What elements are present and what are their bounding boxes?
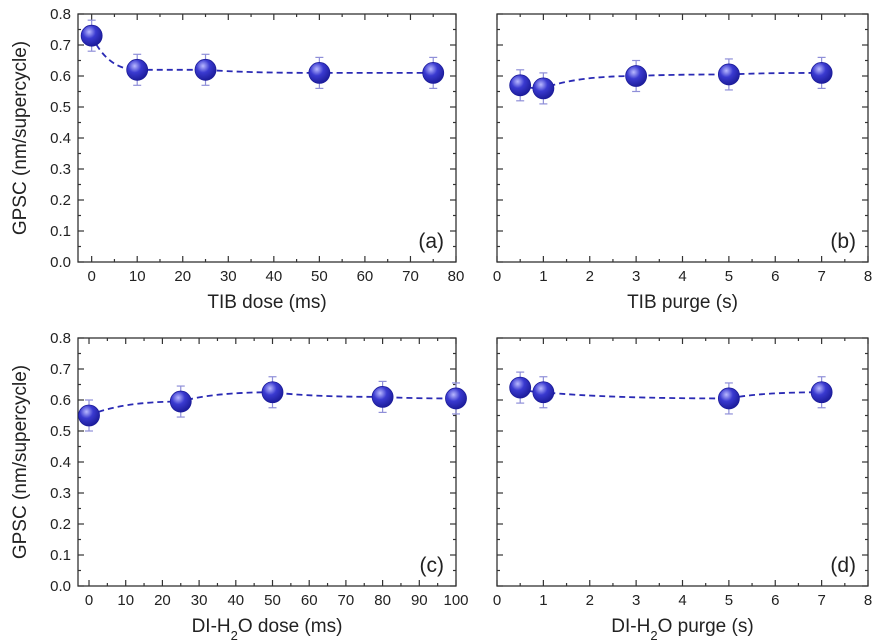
panel-a: 0 10 20 30 40 50 60 70 80 0.0 0.1 0.2 0.3 0.4 0.5 0.6 0.… — [10, 6, 464, 313]
x-tick-label: 0 — [493, 268, 501, 285]
x-tick-label: 0 — [87, 268, 95, 285]
fit-line — [519, 386, 822, 400]
y-tick-label: 0.7 — [50, 361, 71, 378]
x-tick-label: 90 — [411, 592, 428, 609]
y-tick-label: 0.0 — [50, 578, 71, 595]
x-tick-label: 40 — [227, 592, 244, 609]
data-point — [625, 65, 648, 87]
data-point — [509, 74, 532, 97]
x-tick-label: 6 — [771, 592, 779, 609]
x-axis-title: DI-H2O purge (s) — [611, 616, 753, 643]
data-point — [169, 390, 192, 413]
plot-frame — [496, 337, 869, 587]
y-tick-label: 0.6 — [50, 68, 71, 85]
x-axis-title: TIB dose (ms) — [207, 292, 326, 313]
y-tick-label: 0.4 — [50, 454, 71, 471]
x-tick-label: 100 — [443, 592, 468, 609]
x-tick-label: 50 — [311, 268, 328, 285]
x-tick-label: 1 — [539, 268, 547, 285]
data-point — [194, 58, 217, 81]
y-axis-title: GPSC (nm/supercycle) — [10, 365, 31, 559]
panel-label: (d) — [830, 554, 856, 577]
data-point — [80, 24, 103, 47]
x-tick-label: 6 — [771, 268, 779, 285]
x-tick-label: 40 — [265, 268, 282, 285]
x-tick-label: 4 — [678, 268, 686, 285]
x-tick-label: 70 — [402, 268, 419, 285]
data-point — [422, 62, 445, 84]
x-tick-label: 60 — [357, 268, 374, 285]
x-tick-label: 30 — [191, 592, 208, 609]
x-tick-label: 70 — [338, 592, 355, 609]
x-tick-label: 3 — [632, 592, 640, 609]
panel-c: 0 10 20 30 40 50 60 70 80 90 100 0.0 0.1 0.2 0.3 0.4 0.5… — [10, 330, 469, 643]
x-tick-label: 10 — [117, 592, 134, 609]
data-point — [532, 381, 555, 404]
y-tick-label: 0.8 — [50, 6, 71, 23]
y-tick-label: 0.5 — [50, 99, 71, 116]
panel-d: 0 1 2 3 4 5 6 7 8 DI-H2O purge (s) (d) — [493, 337, 872, 643]
plot-frame — [496, 13, 869, 263]
x-axis-title: TIB purge (s) — [627, 292, 738, 313]
plot-frame — [77, 13, 457, 263]
x-tick-label: 0 — [493, 592, 501, 609]
x-tick-label: 7 — [817, 592, 825, 609]
x-tick-label: 20 — [174, 268, 191, 285]
x-tick-label: 20 — [154, 592, 171, 609]
y-tick-label: 0.0 — [50, 254, 71, 271]
data-point — [810, 381, 833, 404]
fit-line — [519, 72, 822, 90]
data-point — [308, 62, 331, 84]
x-tick-label: 30 — [220, 268, 237, 285]
x-tick-label: 60 — [301, 592, 318, 609]
y-tick-label: 0.4 — [50, 130, 71, 147]
y-tick-label: 0.8 — [50, 330, 71, 347]
plot-frame — [77, 337, 457, 587]
y-tick-label: 0.1 — [50, 547, 71, 564]
data-point — [532, 77, 555, 100]
x-tick-label: 3 — [632, 268, 640, 285]
data-point — [810, 62, 833, 84]
x-tick-label: 80 — [448, 268, 465, 285]
x-tick-label: 10 — [129, 268, 146, 285]
y-tick-label: 0.6 — [50, 392, 71, 409]
data-point — [126, 58, 149, 81]
x-tick-label: 80 — [374, 592, 391, 609]
y-tick-label: 0.7 — [50, 37, 71, 54]
y-tick-label: 0.2 — [50, 192, 71, 209]
y-tick-label: 0.1 — [50, 223, 71, 240]
x-tick-label: 8 — [864, 268, 872, 285]
panel-b: 0 1 2 3 4 5 6 7 8 TIB purge (s) (b) — [493, 13, 872, 313]
data-point — [261, 381, 284, 404]
data-point — [371, 385, 394, 408]
data-point — [717, 387, 740, 410]
x-tick-label: 8 — [864, 592, 872, 609]
data-point — [445, 387, 467, 410]
panel-label: (a) — [418, 230, 444, 253]
panel-label: (b) — [830, 230, 856, 253]
y-tick-label: 0.3 — [50, 161, 71, 178]
x-tick-label: 5 — [725, 268, 733, 285]
data-point — [717, 63, 740, 86]
y-tick-label: 0.5 — [50, 423, 71, 440]
x-tick-label: 1 — [539, 592, 547, 609]
x-tick-label: 5 — [725, 592, 733, 609]
y-tick-label: 0.2 — [50, 516, 71, 533]
panel-label: (c) — [420, 554, 445, 577]
x-axis-title: DI-H2O dose (ms) — [192, 616, 343, 643]
data-point — [78, 404, 100, 427]
x-tick-label: 0 — [85, 592, 93, 609]
x-tick-label: 2 — [586, 268, 594, 285]
x-tick-label: 50 — [264, 592, 281, 609]
x-tick-label: 7 — [817, 268, 825, 285]
data-point — [509, 376, 532, 399]
x-tick-label: 2 — [586, 592, 594, 609]
x-tick-label: 4 — [678, 592, 686, 609]
y-tick-label: 0.3 — [50, 485, 71, 502]
y-axis-title: GPSC (nm/supercycle) — [10, 41, 31, 235]
